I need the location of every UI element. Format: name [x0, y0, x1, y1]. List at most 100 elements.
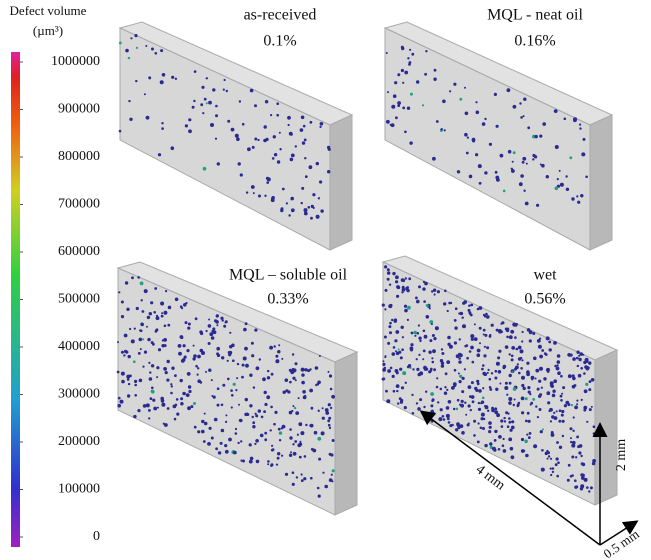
- defect-dot: [423, 300, 426, 303]
- defect-dot: [477, 441, 480, 444]
- defect-dot: [502, 444, 505, 447]
- defect-dot: [494, 377, 497, 380]
- defect-dot: [148, 417, 150, 419]
- defect-dot: [464, 402, 466, 404]
- colorbar-unit: (µm³): [33, 23, 63, 38]
- defect-dot: [407, 306, 411, 310]
- defect-dot: [555, 145, 559, 149]
- defect-dot: [142, 338, 144, 340]
- panel-title: as-received: [244, 7, 317, 24]
- defect-dot: [508, 417, 511, 420]
- defect-dot: [440, 409, 442, 411]
- defect-dot: [389, 322, 392, 325]
- defect-dot: [298, 397, 300, 399]
- defect-dot: [510, 429, 513, 432]
- defect-dot: [441, 128, 443, 130]
- sample-box: [385, 22, 612, 250]
- defect-dot: [289, 381, 292, 384]
- defect-dot: [304, 139, 307, 142]
- defect-dot: [441, 352, 444, 355]
- panel-title: MQL - neat oil: [487, 7, 583, 24]
- defect-dot: [572, 357, 576, 361]
- colorbar-tick-label: 200000: [58, 434, 100, 449]
- defect-dot: [560, 183, 564, 187]
- defect-dot: [445, 372, 448, 375]
- scale-length: 4 mm: [473, 462, 508, 493]
- defect-dot: [332, 439, 335, 442]
- defect-dot: [568, 464, 571, 467]
- defect-dot: [214, 418, 218, 422]
- defect-dot: [503, 366, 506, 369]
- defect-dot: [511, 168, 513, 170]
- defect-dot: [527, 386, 530, 389]
- defect-dot: [402, 279, 405, 282]
- defect-dot: [382, 378, 385, 381]
- defect-dot: [134, 394, 137, 397]
- defect-dot: [551, 415, 554, 418]
- defect-dot: [394, 320, 397, 323]
- figure: Defect volume (µm³) 01000002000003000004…: [0, 0, 651, 560]
- defect-dot: [215, 105, 218, 108]
- defect-dot: [197, 374, 199, 376]
- defect-dot: [431, 290, 433, 292]
- defect-dot: [521, 397, 525, 401]
- defect-dot: [289, 454, 292, 457]
- defect-dot: [580, 367, 583, 370]
- defect-dot: [385, 289, 388, 292]
- panel-title: MQL – soluble oil: [229, 267, 348, 284]
- defect-dot: [128, 355, 131, 358]
- defect-dot: [576, 195, 578, 197]
- defect-dot: [176, 413, 179, 416]
- defect-dot: [384, 308, 386, 310]
- defect-dot: [401, 326, 404, 329]
- defect-dot: [422, 358, 424, 360]
- defect-dot: [200, 381, 203, 384]
- defect-dot: [576, 400, 578, 402]
- defect-dot: [274, 411, 277, 414]
- defect-dot: [270, 429, 272, 431]
- defect-dot: [542, 122, 546, 126]
- defect-dot: [329, 427, 331, 429]
- defect-dot: [482, 122, 486, 126]
- defect-dot: [523, 450, 525, 452]
- defect-dot: [539, 408, 542, 411]
- defect-dot: [246, 413, 249, 416]
- defect-dot: [217, 404, 220, 407]
- defect-dot: [556, 475, 559, 478]
- defect-dot: [216, 314, 219, 317]
- defect-dot: [220, 442, 223, 445]
- defect-dot: [432, 157, 436, 161]
- defect-dot: [574, 479, 577, 482]
- defect-dot: [193, 402, 196, 405]
- defect-dot: [301, 202, 303, 204]
- defect-dot: [435, 326, 439, 330]
- defect-dot: [567, 353, 571, 357]
- defect-dot: [262, 377, 266, 381]
- defect-dot: [489, 334, 491, 336]
- defect-dot: [527, 412, 530, 415]
- defect-dot: [141, 299, 143, 301]
- defect-dot: [201, 430, 205, 434]
- defect-dot: [243, 328, 247, 332]
- defect-dot: [436, 377, 438, 379]
- defect-dot: [209, 332, 213, 336]
- defect-dot: [289, 428, 292, 431]
- defect-dot: [404, 131, 407, 134]
- defect-dot: [508, 421, 511, 424]
- defect-dot: [144, 93, 146, 95]
- defect-dot: [591, 378, 595, 382]
- defect-dot: [469, 350, 472, 353]
- defect-dot: [301, 473, 303, 475]
- defect-dot: [441, 364, 444, 367]
- defect-dot: [473, 420, 476, 423]
- defect-dot: [277, 350, 280, 353]
- defect-dot: [457, 399, 460, 402]
- defect-dot: [505, 411, 508, 414]
- defect-dot: [481, 368, 484, 371]
- defect-dot: [301, 479, 304, 482]
- defect-dot: [498, 370, 502, 374]
- defect-dot: [254, 329, 257, 332]
- defect-dot: [451, 386, 455, 390]
- defect-dot: [540, 430, 543, 433]
- defect-dot: [513, 387, 517, 391]
